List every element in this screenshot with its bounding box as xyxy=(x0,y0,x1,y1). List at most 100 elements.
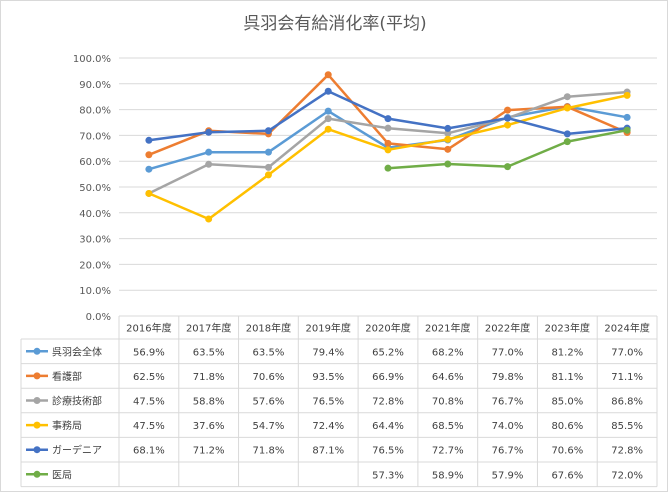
data-label: 67.6% xyxy=(551,470,583,481)
legend-marker xyxy=(33,397,41,404)
data-point xyxy=(264,127,272,135)
data-label: 37.6% xyxy=(193,421,225,432)
data-label: 79.4% xyxy=(312,347,344,358)
data-label: 47.5% xyxy=(133,397,165,408)
data-label: 72.8% xyxy=(611,446,643,457)
data-label: 70.8% xyxy=(432,397,464,408)
data-point xyxy=(384,139,392,147)
legend-label: 事務局 xyxy=(52,419,82,432)
data-point xyxy=(504,121,512,129)
data-label: 63.5% xyxy=(193,347,225,358)
series-lines xyxy=(145,71,631,223)
data-label: 56.9% xyxy=(133,347,165,358)
legend-label: 呉羽会全体 xyxy=(52,345,102,358)
y-tick-label: 100.0% xyxy=(73,54,111,65)
data-point xyxy=(324,125,332,133)
data-label: 76.5% xyxy=(372,446,404,457)
data-label: 76.7% xyxy=(492,397,524,408)
data-label: 57.9% xyxy=(492,470,524,481)
data-point xyxy=(444,135,452,143)
data-point xyxy=(205,215,213,223)
legend-marker xyxy=(33,347,41,355)
data-label: 71.1% xyxy=(611,372,643,383)
data-point xyxy=(444,145,452,153)
data-point xyxy=(145,151,153,159)
data-label: 93.5% xyxy=(312,372,344,383)
data-label: 71.2% xyxy=(193,446,225,457)
data-label: 81.1% xyxy=(551,372,583,383)
data-label: 54.7% xyxy=(253,421,285,432)
data-point xyxy=(384,115,392,123)
data-label: 71.8% xyxy=(253,446,285,457)
data-label: 74.0% xyxy=(492,421,524,432)
legend-marker xyxy=(33,372,41,380)
data-label: 85.0% xyxy=(551,397,583,408)
data-point xyxy=(205,128,213,136)
data-label: 58.8% xyxy=(193,397,225,408)
series-5 xyxy=(384,126,631,172)
series-0 xyxy=(145,103,631,173)
data-point xyxy=(384,124,392,132)
data-label: 47.5% xyxy=(133,421,165,432)
data-point xyxy=(444,160,452,168)
data-point xyxy=(145,189,153,197)
data-label: 62.5% xyxy=(133,372,165,383)
data-point xyxy=(384,164,392,172)
x-tick-label: 2021年度 xyxy=(425,322,470,335)
data-label: 79.8% xyxy=(492,372,524,383)
data-point xyxy=(264,148,272,156)
data-point xyxy=(145,136,153,144)
legend-label: 看護部 xyxy=(52,370,82,383)
data-label: 77.0% xyxy=(492,347,524,358)
data-point xyxy=(324,107,332,115)
x-tick-label: 2023年度 xyxy=(545,322,590,335)
y-tick-label: 40.0% xyxy=(79,209,111,220)
data-label: 68.2% xyxy=(432,347,464,358)
data-point xyxy=(324,87,332,95)
data-label: 72.4% xyxy=(312,421,344,432)
x-tick-label: 2017年度 xyxy=(186,322,231,335)
data-label: 72.8% xyxy=(372,397,404,408)
series-line xyxy=(148,94,628,221)
data-point xyxy=(324,71,332,79)
data-label: 72.7% xyxy=(432,446,464,457)
legend-marker xyxy=(33,421,41,429)
data-label: 58.9% xyxy=(432,470,464,481)
data-point xyxy=(563,104,571,112)
x-tick-label: 2016年度 xyxy=(126,322,171,335)
data-point xyxy=(145,165,153,173)
data-table: 2016年度 2017年度 2018年度 2019年度 2020年度 2021年度 2022… xyxy=(20,315,658,488)
data-label: 70.6% xyxy=(253,372,285,383)
data-point xyxy=(623,91,631,99)
y-tick-label: 70.0% xyxy=(79,131,111,142)
x-tick-label: 2019年度 xyxy=(305,322,350,335)
data-point xyxy=(205,160,213,168)
x-tick-label: 2022年度 xyxy=(485,322,530,335)
data-label: 70.6% xyxy=(551,446,583,457)
y-tick-label: 20.0% xyxy=(79,260,111,271)
data-label: 85.5% xyxy=(611,421,643,432)
data-label: 63.5% xyxy=(253,347,285,358)
data-label: 66.9% xyxy=(372,372,404,383)
y-axis-ticks: 0.0% 10.0% 20.0% 30.0% 40.0% 50.0% 60.0% 70.0% 8… xyxy=(73,54,111,323)
data-point xyxy=(563,130,571,138)
data-label: 68.1% xyxy=(133,446,165,457)
data-label: 64.4% xyxy=(372,421,404,432)
x-tick-label: 2018年度 xyxy=(246,322,291,335)
data-point xyxy=(264,163,272,171)
y-tick-label: 0.0% xyxy=(86,312,111,323)
y-tick-label: 30.0% xyxy=(79,235,111,246)
data-point xyxy=(504,106,512,114)
y-tick-label: 90.0% xyxy=(79,80,111,91)
data-label: 72.0% xyxy=(611,470,643,481)
data-label: 77.0% xyxy=(611,347,643,358)
data-point xyxy=(444,129,452,137)
y-tick-label: 60.0% xyxy=(79,157,111,168)
data-point xyxy=(563,93,571,101)
y-tick-label: 50.0% xyxy=(79,183,111,194)
data-point xyxy=(264,171,272,179)
data-label: 57.6% xyxy=(253,397,285,408)
data-label: 86.8% xyxy=(611,397,643,408)
